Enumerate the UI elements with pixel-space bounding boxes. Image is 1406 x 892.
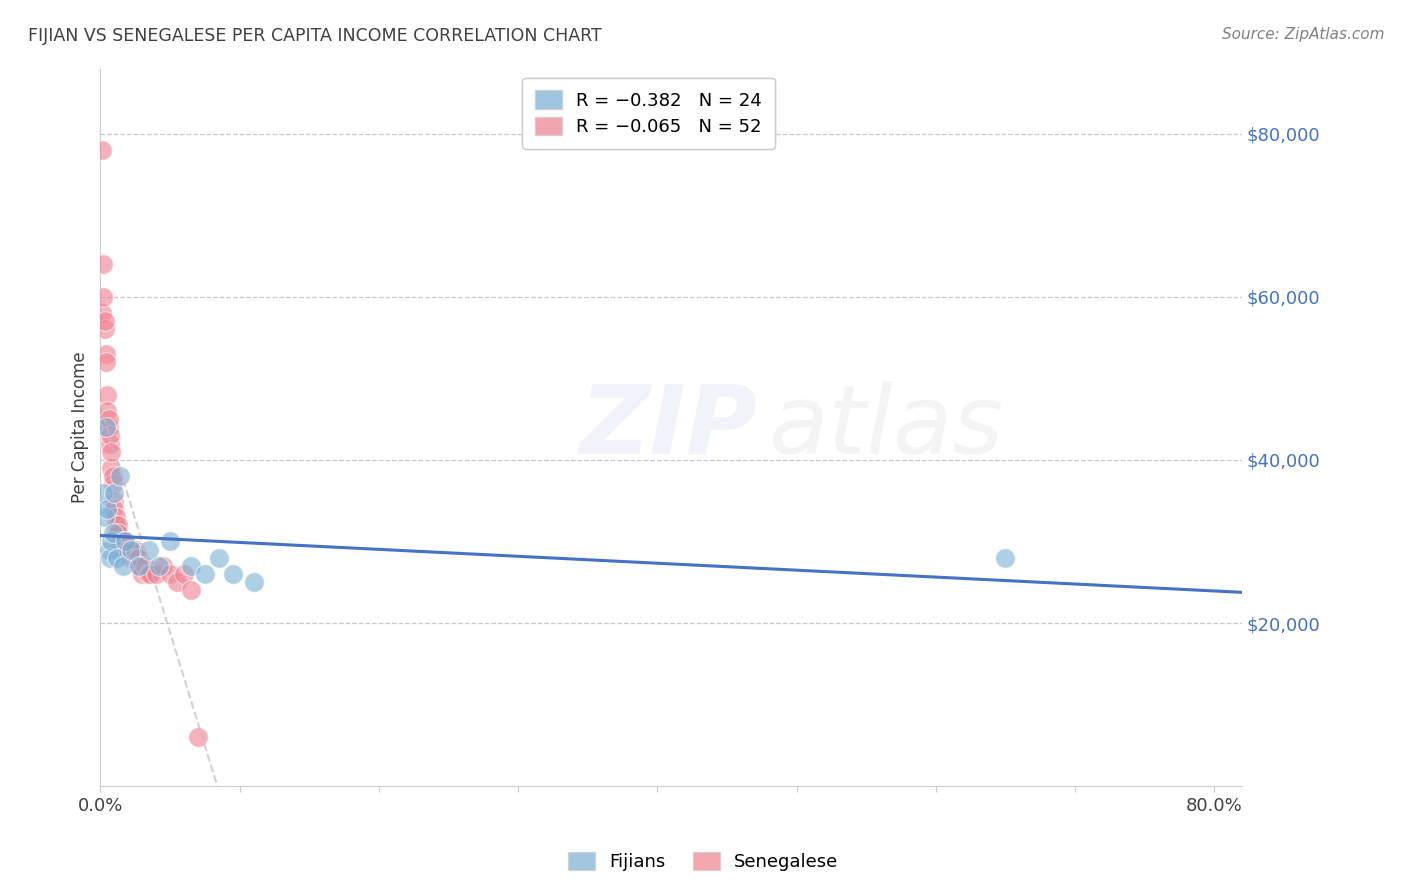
Point [94,355,117,369]
Point [134,558,156,573]
Point [152,558,174,573]
Point [994,550,1017,565]
Point [103,485,125,500]
Point [94,347,117,361]
Point [108,469,131,483]
Point [159,534,181,549]
Point [114,534,136,549]
Point [110,534,132,549]
Y-axis label: Per Capita Income: Per Capita Income [72,351,89,503]
Point [114,534,136,549]
Point [101,477,124,491]
Point [127,558,149,573]
Point [97,542,120,557]
Point [148,558,170,573]
Point [100,534,122,549]
Point [139,567,162,582]
Point [221,567,243,582]
Point [98,550,121,565]
Point [100,444,122,458]
Point [122,550,145,565]
Point [100,461,122,475]
Point [117,542,139,557]
Point [93,322,115,336]
Point [112,542,135,557]
Point [96,404,118,418]
Point [98,428,121,442]
Point [91,485,114,500]
Point [96,501,118,516]
Point [159,567,181,582]
Point [101,526,124,541]
Point [173,567,195,582]
Point [180,558,202,573]
Point [96,388,118,402]
Legend: R = −0.382   N = 24, R = −0.065   N = 52: R = −0.382 N = 24, R = −0.065 N = 52 [522,78,775,149]
Point [93,510,115,524]
Point [136,567,159,582]
Point [115,542,138,557]
Point [124,542,146,557]
Point [104,518,127,533]
Point [93,314,115,328]
Point [166,575,188,590]
Point [101,469,124,483]
Point [98,436,121,450]
Point [94,420,117,434]
Text: Source: ZipAtlas.com: Source: ZipAtlas.com [1222,27,1385,42]
Point [208,550,231,565]
Point [194,567,217,582]
Point [180,583,202,598]
Point [97,420,120,434]
Point [103,493,125,508]
Point [138,542,160,557]
Point [129,558,152,573]
Point [145,567,167,582]
Point [111,534,134,549]
Point [128,558,150,573]
Point [107,526,129,541]
Point [118,550,141,565]
Point [90,306,112,320]
Point [103,501,125,516]
Point [242,575,264,590]
Point [120,542,142,557]
Point [187,730,209,744]
Point [131,567,153,582]
Point [107,518,129,533]
Point [104,510,127,524]
Point [97,412,120,426]
Legend: Fijians, Senegalese: Fijians, Senegalese [561,845,845,879]
Text: ZIP: ZIP [579,381,758,474]
Point [91,257,114,271]
Point [121,550,143,565]
Point [128,550,150,565]
Point [105,550,128,565]
Point [105,526,128,541]
Point [90,143,112,157]
Point [108,534,131,549]
Text: atlas: atlas [768,381,1004,474]
Point [111,558,134,573]
Point [120,542,142,557]
Point [125,550,148,565]
Point [91,290,114,304]
Text: FIJIAN VS SENEGALESE PER CAPITA INCOME CORRELATION CHART: FIJIAN VS SENEGALESE PER CAPITA INCOME C… [28,27,602,45]
